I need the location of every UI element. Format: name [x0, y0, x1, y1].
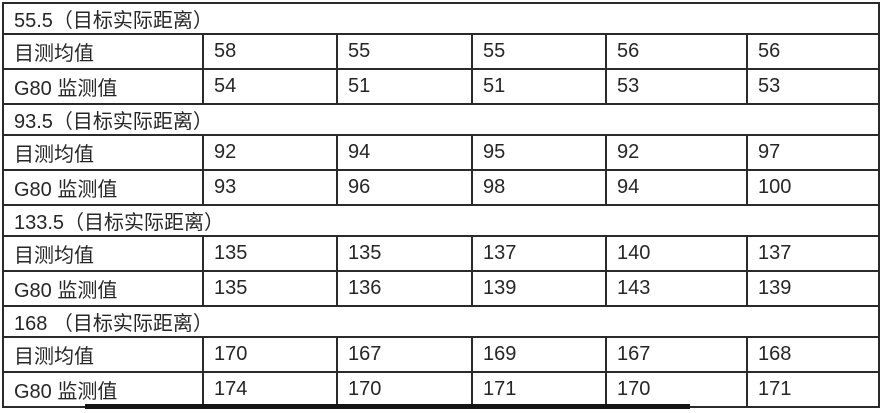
table-row: 目测均值 170 167 169 167 168 — [2, 336, 880, 373]
value-cell: 94 — [605, 169, 748, 206]
value-cell: 56 — [605, 33, 748, 70]
value-cell: 93 — [202, 169, 338, 206]
value-cell: 171 — [471, 371, 607, 408]
row-label-cell: G80 监测值 — [2, 169, 204, 206]
value-cell: 98 — [471, 169, 607, 206]
section-header-cell: 168 （目标实际距离） — [2, 305, 880, 338]
value-cell: 92 — [605, 134, 748, 171]
value-cell: 139 — [471, 270, 607, 307]
section-header-row: 93.5（目标实际距离） — [2, 103, 880, 136]
section-header-cell: 133.5（目标实际距离） — [2, 204, 880, 237]
table-row: 目测均值 92 94 95 92 97 — [2, 134, 880, 171]
value-cell: 53 — [746, 68, 880, 105]
row-label-cell: 目测均值 — [2, 336, 204, 373]
row-label-cell: 目测均值 — [2, 235, 204, 272]
value-cell: 58 — [202, 33, 338, 70]
value-cell: 94 — [336, 134, 473, 171]
row-label-cell: G80 监测值 — [2, 270, 204, 307]
section-header-row: 168 （目标实际距离） — [2, 305, 880, 338]
value-cell: 168 — [746, 336, 880, 373]
value-cell: 170 — [202, 336, 338, 373]
section-header-cell: 93.5（目标实际距离） — [2, 103, 880, 136]
value-cell: 170 — [336, 371, 473, 408]
table-row: 目测均值 135 135 137 140 137 — [2, 235, 880, 272]
value-cell: 92 — [202, 134, 338, 171]
value-cell: 171 — [746, 371, 880, 408]
value-cell: 140 — [605, 235, 748, 272]
section-header-row: 133.5（目标实际距离） — [2, 204, 880, 237]
value-cell: 55 — [471, 33, 607, 70]
value-cell: 54 — [202, 68, 338, 105]
value-cell: 95 — [471, 134, 607, 171]
value-cell: 143 — [605, 270, 748, 307]
row-label-cell: 目测均值 — [2, 134, 204, 171]
value-cell: 167 — [336, 336, 473, 373]
value-cell: 136 — [336, 270, 473, 307]
row-label-cell: 目测均值 — [2, 33, 204, 70]
row-label-cell: G80 监测值 — [2, 371, 204, 408]
value-cell: 137 — [746, 235, 880, 272]
value-cell: 97 — [746, 134, 880, 171]
value-cell: 53 — [605, 68, 748, 105]
table-bottom-border-bar — [85, 404, 690, 409]
value-cell: 100 — [746, 169, 880, 206]
value-cell: 55 — [336, 33, 473, 70]
value-cell: 135 — [336, 235, 473, 272]
value-cell: 56 — [746, 33, 880, 70]
value-cell: 170 — [605, 371, 748, 408]
table-row: G80 监测值 93 96 98 94 100 — [2, 169, 880, 206]
value-cell: 139 — [746, 270, 880, 307]
value-cell: 96 — [336, 169, 473, 206]
section-header-cell: 55.5（目标实际距离） — [2, 2, 880, 35]
value-cell: 169 — [471, 336, 607, 373]
value-cell: 135 — [202, 270, 338, 307]
table-row: 目测均值 58 55 55 56 56 — [2, 33, 880, 70]
value-cell: 51 — [471, 68, 607, 105]
value-cell: 137 — [471, 235, 607, 272]
row-label-cell: G80 监测值 — [2, 68, 204, 105]
value-cell: 174 — [202, 371, 338, 408]
table-row: G80 监测值 174 170 171 170 171 — [2, 371, 880, 408]
value-cell: 167 — [605, 336, 748, 373]
section-header-row: 55.5（目标实际距离） — [2, 2, 880, 35]
value-cell: 51 — [336, 68, 473, 105]
table-row: G80 监测值 135 136 139 143 139 — [2, 270, 880, 307]
value-cell: 135 — [202, 235, 338, 272]
table-row: G80 监测值 54 51 51 53 53 — [2, 68, 880, 105]
